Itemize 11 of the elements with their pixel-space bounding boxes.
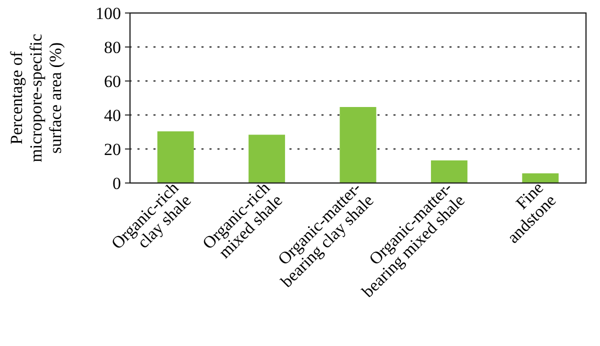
y-axis-title: Percentage of micropore-specific surface area (%)	[7, 33, 66, 162]
bar	[522, 173, 559, 183]
y-tick-label: 20	[104, 140, 121, 159]
bar	[248, 134, 286, 183]
y-tick-label: 40	[104, 106, 121, 125]
bar	[430, 160, 468, 183]
y-tick-label: 100	[96, 4, 121, 23]
y-tick-label: 60	[104, 72, 121, 91]
bar	[340, 107, 376, 183]
y-tick-label: 80	[104, 38, 121, 57]
bar	[157, 131, 194, 183]
